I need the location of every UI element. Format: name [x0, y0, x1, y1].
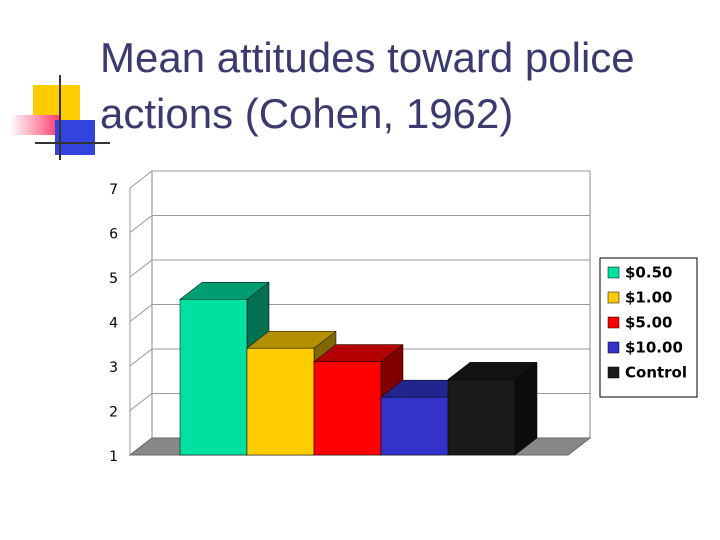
grid-line [129, 170, 590, 189]
y-tick-label: 5 [109, 271, 118, 287]
bar [179, 299, 248, 456]
bar [313, 361, 382, 456]
legend-label: $0.50 [625, 264, 672, 282]
grid-line [129, 304, 590, 322]
y-tick-label: 3 [109, 360, 118, 376]
decor-blue [55, 120, 95, 155]
bar [447, 379, 516, 456]
y-tick-label: 4 [109, 316, 118, 332]
decor-yellow [33, 85, 80, 120]
legend-label: $10.00 [625, 339, 683, 357]
decor-red [10, 115, 60, 135]
plot-area: 1 2 3 4 5 6 7 $0.50 $1.00 $5.00 $10.00 Control [109, 170, 698, 465]
grid-line [129, 215, 590, 233]
y-tick-label: 2 [109, 405, 118, 421]
legend-swatch [607, 366, 620, 379]
y-tick-label: 1 [109, 449, 118, 465]
legend-swatch [607, 341, 620, 354]
legend-swatch [607, 266, 620, 279]
legend-label: $1.00 [625, 289, 672, 307]
y-tick-label: 6 [109, 227, 118, 243]
slide-title: Mean attitudes toward police actions (Co… [100, 34, 635, 137]
bar [246, 347, 315, 456]
bar [380, 396, 449, 456]
grid-line [129, 259, 590, 278]
legend-label: Control [625, 364, 687, 382]
legend-swatch [607, 316, 620, 329]
y-tick-label: 7 [109, 182, 118, 198]
legend-label: $5.00 [625, 314, 672, 332]
legend-swatch [607, 291, 620, 304]
grid-line [129, 348, 590, 367]
